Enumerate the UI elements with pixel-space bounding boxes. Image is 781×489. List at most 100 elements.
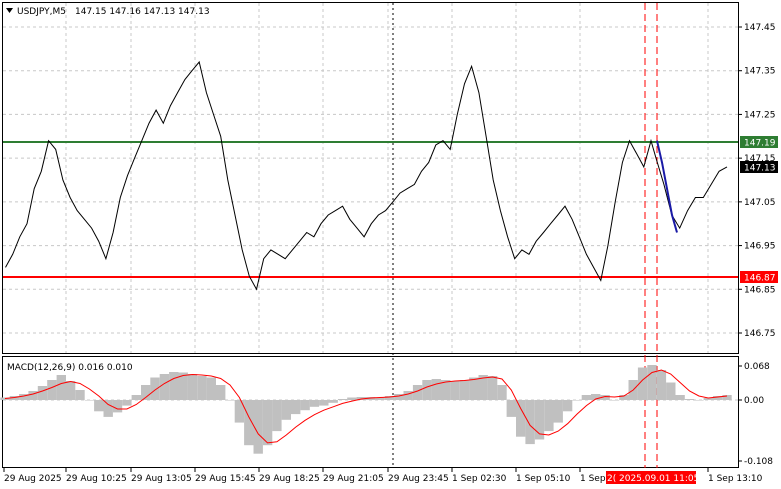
macd-bar: [403, 391, 413, 400]
macd-header: MACD(12,26,9) 0.016 0.010: [7, 363, 133, 373]
price-tick-label: 146.95: [744, 242, 776, 252]
price-tick-label: 147.15: [744, 154, 776, 164]
macd-bar: [206, 377, 216, 400]
price-tick-label: 147.25: [744, 110, 776, 120]
macd-bar: [712, 396, 723, 400]
time-label: 1 Sep 05:10: [516, 474, 571, 484]
macd-bar: [234, 400, 245, 423]
macd-bar: [544, 400, 554, 432]
time-label: 1 Sep: [580, 474, 606, 484]
macd-bar: [19, 394, 29, 400]
macd-bar: [553, 400, 563, 423]
support-price-tag: [740, 271, 778, 283]
macd-bar: [244, 400, 254, 446]
main-grid: [3, 3, 738, 353]
macd-bar: [647, 365, 657, 400]
macd-tick-label: -0.108: [744, 457, 773, 467]
macd-bar: [291, 400, 301, 415]
current-price-label: 147.13: [744, 164, 776, 174]
macd-bar: [150, 377, 160, 400]
macd-bar: [450, 381, 460, 400]
macd-axis[interactable]: 0.068 0.00 -0.108: [738, 362, 773, 467]
macd-tick-label: 0.00: [744, 396, 764, 406]
macd-bar: [84, 400, 95, 401]
time-label: 29 Aug 23:45: [388, 474, 449, 484]
macd-bar: [609, 400, 620, 401]
price-tick-label: 147.05: [744, 198, 776, 208]
macd-bar: [684, 399, 695, 400]
macd-bar: [525, 400, 535, 445]
macd-bar: [572, 400, 582, 401]
macd-bar: [253, 400, 263, 454]
macd-bar: [112, 400, 123, 413]
macd-bar: [122, 400, 132, 406]
macd-bar: [394, 394, 404, 400]
chart-symbol: USDJPY,M5: [17, 7, 66, 17]
macd-bar: [459, 380, 470, 400]
macd-bar: [37, 386, 48, 400]
macd-bar: [319, 400, 329, 406]
ohlc-values: 147.15 147.16 147.13 147.13: [75, 7, 210, 17]
macd-bar: [178, 372, 188, 400]
macd-bar: [309, 400, 320, 407]
macd-bar: [656, 370, 667, 400]
macd-bar: [347, 397, 357, 400]
macd-bar: [637, 367, 648, 400]
macd-bar: [591, 394, 601, 400]
macd-bar: [497, 385, 507, 400]
time-label: 29 Aug 13:05: [131, 474, 192, 484]
time-label: 29 Aug 21:05: [323, 474, 384, 484]
macd-bar: [216, 385, 226, 400]
macd-bar: [384, 396, 395, 400]
main-chart-frame[interactable]: [2, 2, 739, 354]
macd-bar: [94, 400, 104, 412]
price-axis[interactable]: 147.45 147.35 147.25 147.15 147.05 146.95 146.…: [738, 23, 776, 339]
macd-bar: [703, 398, 713, 400]
triangle-down-icon[interactable]: [6, 8, 13, 13]
macd-bar: [131, 395, 141, 400]
macd-bar: [159, 374, 170, 400]
macd-bar: [103, 400, 113, 417]
time-cursor-label: 2025.09.01 11:05: [619, 474, 699, 484]
macd-bar: [619, 395, 629, 400]
macd-histogram: [0, 365, 732, 454]
price-line: [5, 60, 728, 291]
macd-bar: [412, 385, 423, 400]
macd-bar: [300, 400, 310, 411]
macd-bar: [506, 400, 516, 417]
time-label: 1 Sep 13:10: [708, 474, 763, 484]
macd-bar: [141, 385, 151, 400]
time-label: 29 Aug 10:25: [66, 474, 127, 484]
support-price-label: 146.87: [744, 274, 776, 284]
macd-bar: [675, 395, 685, 400]
macd-bar: [516, 400, 526, 437]
macd-bar: [375, 397, 385, 400]
price-tick-label: 146.85: [744, 285, 776, 295]
price-tick-label: 147.45: [744, 23, 776, 33]
macd-bar: [431, 379, 441, 400]
macd-bar: [187, 374, 198, 400]
time-label: 29 Aug 15:45: [195, 474, 256, 484]
time-axis[interactable]: 29 Aug 2025 29 Aug 10:25 29 Aug 13:05 29 Au…: [3, 468, 763, 484]
macd-bar: [28, 391, 38, 400]
macd-bar: [534, 400, 545, 440]
resistance-price-label: 147.19: [744, 139, 776, 149]
macd-panel-frame[interactable]: [2, 356, 739, 468]
macd-bar: [562, 400, 573, 412]
macd-bar: [469, 377, 479, 400]
macd-bar: [666, 382, 676, 400]
macd-bar: [722, 395, 732, 400]
time-label: 29 Aug 18:25: [259, 474, 320, 484]
macd-bar: [328, 400, 338, 403]
macd-bar: [169, 372, 179, 400]
macd-bar: [65, 381, 76, 400]
macd-bar: [281, 400, 291, 420]
time-cursor-prefix: 2(: [607, 474, 616, 484]
macd-bar: [272, 400, 282, 432]
macd-bar: [0, 397, 10, 400]
time-label: 29 Aug 2025: [4, 474, 62, 484]
time-label: 1 Sep 02:30: [452, 474, 507, 484]
macd-bar: [225, 400, 235, 401]
macd-bar: [337, 399, 348, 400]
